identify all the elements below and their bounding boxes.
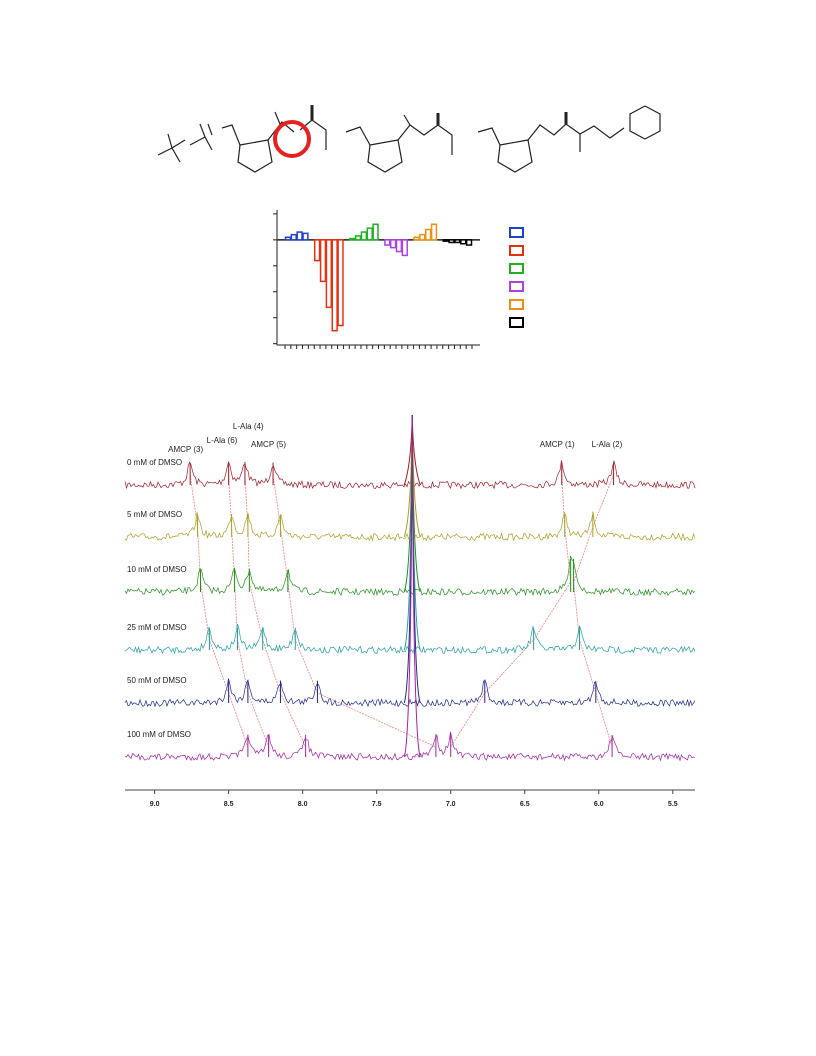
- legend-swatch: [509, 245, 524, 256]
- peak-guide: [450, 474, 572, 748]
- x-tick-label: 6.0: [594, 801, 604, 808]
- peak-label: L-Ala (2): [592, 440, 623, 449]
- bar: [395, 239, 403, 253]
- bar: [349, 237, 356, 241]
- peak-label: L-Ala (6): [207, 436, 238, 445]
- bond: [189, 136, 213, 151]
- bar-chart: [273, 210, 524, 349]
- legend-swatch: [509, 317, 524, 328]
- peak-label: AMCP (3): [168, 445, 203, 454]
- legend-swatch: [509, 299, 524, 310]
- bond: [299, 119, 327, 150]
- bond: [267, 121, 295, 141]
- bond: [274, 111, 281, 125]
- peak-guide: [189, 474, 249, 748]
- bond: [403, 114, 411, 126]
- peak-label: L-Ala (4): [233, 422, 264, 431]
- x-tick-label: 9.0: [150, 801, 160, 808]
- trace-label: 25 mM of DMSO: [127, 623, 187, 632]
- x-tick-label: 5.5: [668, 801, 678, 808]
- trace-label: 0 mM of DMSO: [127, 458, 182, 467]
- bar: [372, 223, 379, 241]
- bar: [419, 233, 426, 241]
- legend-swatch: [509, 263, 524, 274]
- bar: [448, 239, 455, 244]
- bar: [389, 239, 397, 249]
- bar: [296, 231, 303, 241]
- bond: [199, 123, 206, 138]
- solvent-peak: [403, 414, 421, 758]
- bond: [207, 123, 213, 136]
- bar: [290, 233, 297, 241]
- bond: [397, 124, 453, 155]
- bar: [331, 239, 338, 332]
- bar: [401, 239, 408, 257]
- nmr-spectrum: AMCP (3) L-Ala (6) L-Ala (4) AMCP (5) AMCP (…: [124, 414, 696, 808]
- legend-swatch: [509, 281, 524, 292]
- trace-label: 5 mM of DMSO: [127, 510, 182, 519]
- peak-guide: [573, 474, 614, 748]
- bar: [284, 236, 292, 241]
- bar: [337, 239, 344, 327]
- bar: [313, 239, 321, 262]
- ring: [497, 139, 533, 173]
- bar: [460, 239, 467, 245]
- benzene: [629, 105, 661, 140]
- ring: [237, 139, 273, 173]
- x-tick-label: 7.0: [446, 801, 456, 808]
- bar: [384, 239, 391, 246]
- legend-swatch: [509, 227, 524, 238]
- bar: [454, 239, 461, 244]
- tert-butyl: [157, 133, 186, 163]
- spectrum-trace: [124, 678, 696, 708]
- x-tick-label: 7.5: [372, 801, 382, 808]
- bar: [366, 227, 373, 241]
- peak-guide: [244, 474, 306, 748]
- x-tick-label: 8.0: [298, 801, 308, 808]
- bond: [221, 124, 241, 146]
- trace-label: 50 mM of DMSO: [127, 676, 187, 685]
- x-tick-label: 8.5: [224, 801, 234, 808]
- bar: [430, 223, 438, 241]
- bar: [319, 239, 327, 283]
- trace-label: 100 mM of DMSO: [127, 730, 191, 739]
- bar: [442, 239, 449, 242]
- bar: [413, 236, 420, 241]
- peak-label: AMCP (5): [251, 440, 286, 449]
- bar: [360, 231, 368, 241]
- bond: [477, 127, 501, 146]
- trace-label: 10 mM of DMSO: [127, 565, 187, 574]
- highlight-circle: [273, 120, 311, 158]
- bar: [354, 235, 362, 241]
- bar: [325, 239, 332, 309]
- bond: [527, 123, 625, 141]
- molecule-structures: [157, 105, 661, 173]
- peak-label: AMCP (1): [540, 440, 575, 449]
- bar: [465, 239, 473, 246]
- x-tick-label: 6.5: [520, 801, 530, 808]
- bond: [345, 126, 371, 146]
- ring: [367, 139, 403, 173]
- bar: [302, 232, 309, 241]
- bar: [425, 228, 432, 241]
- spectrum-trace: [124, 731, 696, 762]
